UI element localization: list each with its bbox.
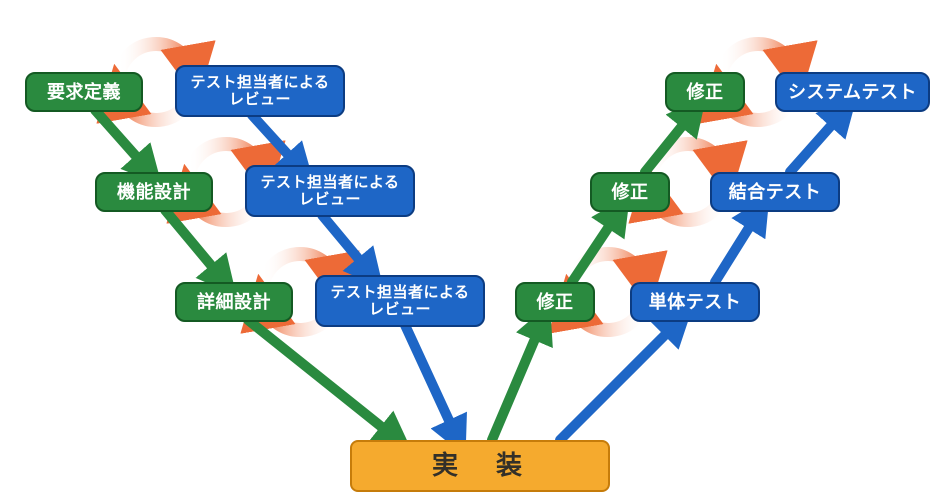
node-fix2: 修正 (590, 172, 670, 212)
node-rev2: テスト担当者による レビュー (245, 165, 415, 217)
flow-arrow (572, 210, 620, 282)
flow-arrow (405, 325, 458, 440)
node-impl: 実 装 (350, 440, 610, 492)
flow-arrow (790, 110, 845, 172)
node-fix1: 修正 (665, 72, 745, 112)
flow-arrow (95, 110, 150, 172)
flow-arrow (715, 210, 760, 282)
flow-arrow (560, 320, 680, 440)
node-rev1: テスト担当者による レビュー (175, 65, 345, 117)
v-model-diagram: 要求定義テスト担当者による レビュー機能設計テスト担当者による レビュー詳細設計… (0, 0, 945, 503)
node-req: 要求定義 (25, 72, 143, 112)
flow-arrow (645, 110, 695, 172)
flow-arrow (322, 215, 372, 275)
node-fix3: 修正 (515, 282, 595, 322)
flow-arrow (248, 320, 398, 440)
node-unit: 単体テスト (630, 282, 760, 322)
flow-arrow (252, 115, 302, 170)
node-func: 機能設計 (95, 172, 213, 212)
node-sys: システムテスト (775, 72, 930, 112)
node-rev3: テスト担当者による レビュー (315, 275, 485, 327)
flow-arrow (165, 210, 225, 282)
node-det: 詳細設計 (175, 282, 293, 322)
node-integ: 結合テスト (710, 172, 840, 212)
flow-arrow (492, 320, 543, 440)
